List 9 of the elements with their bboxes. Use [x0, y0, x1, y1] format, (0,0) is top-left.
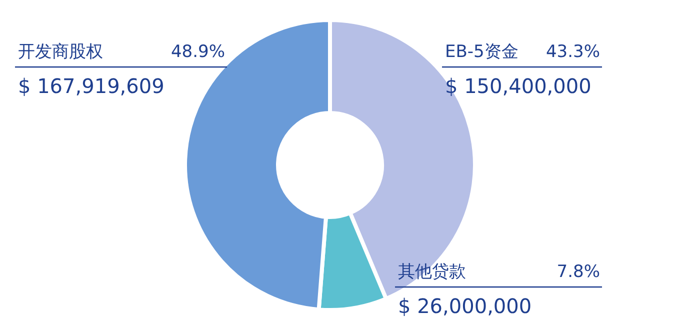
- data-label: $ 167,919,609: [18, 74, 164, 98]
- text: 43.3%: [546, 42, 600, 62]
- slice-label: 其他贷款: [398, 262, 466, 282]
- text: 48.9%: [170, 42, 225, 62]
- text: 7.8%: [556, 262, 600, 282]
- data-label: $ 150,400,000: [445, 74, 592, 98]
- slice-label: 开发商股权: [18, 42, 103, 62]
- slice-label: EB-5资金: [445, 42, 518, 62]
- data-label: $ 26,000,000: [398, 294, 532, 318]
